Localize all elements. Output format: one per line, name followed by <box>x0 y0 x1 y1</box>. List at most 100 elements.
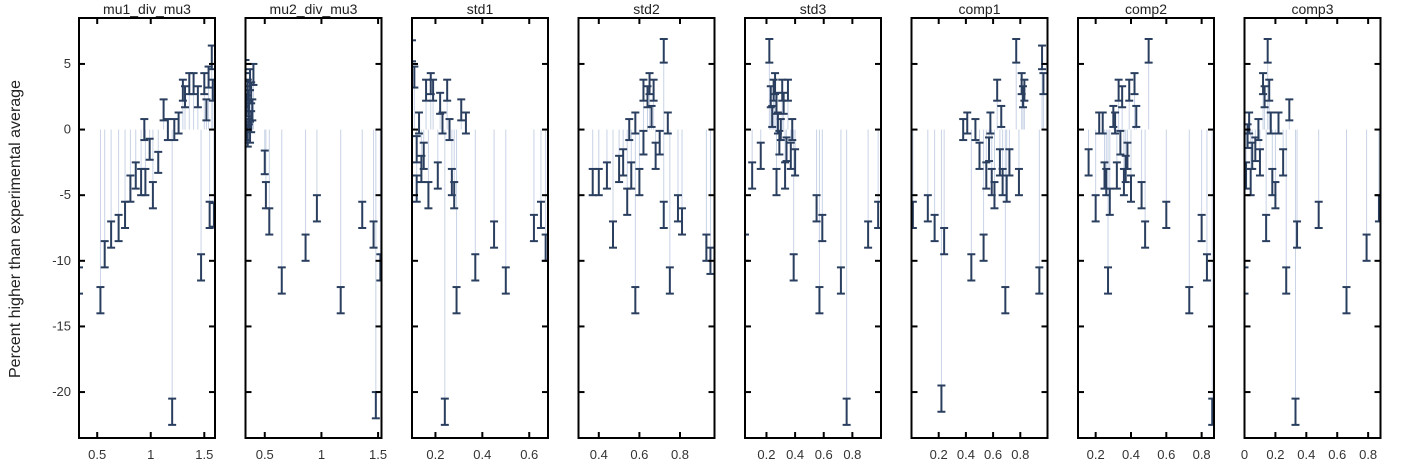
panel-title: mu1_div_mu3 <box>103 1 191 17</box>
panel-frame <box>910 17 1049 439</box>
error-bar <box>141 167 150 197</box>
x-tick-label: 1 <box>318 447 325 462</box>
error-bar <box>651 141 660 170</box>
error-bar <box>1038 44 1047 71</box>
error-bar <box>126 174 135 203</box>
error-bar <box>930 213 939 243</box>
error-bar <box>163 118 172 142</box>
error-bar <box>114 213 123 243</box>
x-tick-label: 0.8 <box>843 447 861 462</box>
error-bar <box>815 286 824 315</box>
error-bar <box>940 227 949 256</box>
error-bar <box>923 194 932 223</box>
error-bar <box>783 78 792 102</box>
error-bar <box>1123 141 1132 170</box>
error-bar <box>1254 118 1263 142</box>
panel-mu1-div-mu3: mu1_div_mu3 5 0 -5 -10 -15 -20 0.5 1 1.5 <box>52 1 216 462</box>
y-tick-label: -10 <box>52 253 71 268</box>
x-tick-label: 1.5 <box>369 447 387 462</box>
error-bar <box>154 150 163 174</box>
error-bar <box>619 148 628 177</box>
error-bar <box>756 141 765 170</box>
error-bar <box>1111 111 1120 135</box>
error-bar <box>631 111 640 135</box>
error-bar <box>1259 72 1268 96</box>
x-tick-label: 0.2 <box>1087 447 1105 462</box>
error-bar <box>529 213 538 243</box>
error-bar <box>100 240 109 269</box>
error-bar <box>1035 266 1044 295</box>
error-bar <box>1266 111 1275 135</box>
error-bar <box>200 72 209 96</box>
x-tick-label: 0 <box>1241 447 1248 462</box>
error-bars <box>412 39 548 426</box>
error-bar <box>786 141 795 170</box>
error-bar <box>776 118 785 142</box>
panel-frame <box>411 17 549 439</box>
error-bar <box>205 200 214 229</box>
x-tick-label: 0.4 <box>590 447 608 462</box>
error-bar <box>937 384 946 413</box>
error-bar <box>772 167 781 197</box>
error-bar <box>1132 104 1141 128</box>
panel-title: mu2_div_mu3 <box>270 1 358 17</box>
x-tick-label: 0.6 <box>1328 447 1346 462</box>
error-bar <box>1014 167 1023 197</box>
error-bar <box>639 78 648 102</box>
error-bar <box>788 118 797 142</box>
error-bar <box>312 194 321 223</box>
x-tick-label: 0.5 <box>88 447 106 462</box>
error-bar <box>1282 266 1291 295</box>
error-bar <box>778 78 787 102</box>
error-bar <box>1109 104 1118 128</box>
panel-frame <box>1077 17 1215 439</box>
panel-frame <box>577 17 716 439</box>
error-bar <box>1144 38 1153 64</box>
error-bar <box>189 72 198 96</box>
error-bar <box>1012 38 1021 64</box>
error-bar <box>1112 161 1121 190</box>
panel-title: comp2 <box>1125 1 1167 17</box>
error-bar <box>1100 161 1109 190</box>
error-bar <box>594 167 603 197</box>
error-bars <box>79 44 215 426</box>
x-tick-label: 0.2 <box>1266 447 1284 462</box>
error-bar <box>765 38 774 64</box>
x-tick-label: 0.6 <box>520 447 538 462</box>
error-bar <box>107 220 116 249</box>
error-bar <box>412 135 421 164</box>
error-bar <box>424 181 433 210</box>
error-bar <box>248 98 257 122</box>
error-bar <box>609 220 618 249</box>
error-bar <box>79 266 83 295</box>
error-bars <box>245 59 382 420</box>
error-bar <box>1202 253 1211 282</box>
error-bar <box>1091 194 1100 223</box>
error-bar <box>197 253 206 282</box>
error-bar <box>647 104 656 128</box>
x-tick-label: 0.6 <box>1157 447 1175 462</box>
x-tick-label: 0.2 <box>930 447 948 462</box>
error-bar <box>490 220 499 249</box>
error-bar <box>277 266 286 295</box>
error-bar <box>202 98 211 122</box>
error-bar <box>967 253 976 282</box>
error-bar <box>181 85 190 109</box>
x-tick-label: 1.5 <box>195 447 213 462</box>
x-tick-label: 0.6 <box>984 447 1002 462</box>
error-bar <box>623 187 632 216</box>
error-bar <box>982 161 991 190</box>
x-tick-label: 0.6 <box>630 447 648 462</box>
error-bar <box>1260 85 1269 109</box>
error-bar <box>990 181 999 210</box>
error-bar <box>655 129 664 156</box>
error-bar <box>818 213 827 243</box>
error-bar <box>301 233 310 262</box>
error-bar <box>419 141 428 170</box>
error-bar <box>438 111 447 135</box>
error-bar <box>1185 286 1194 315</box>
stems <box>912 50 1044 399</box>
error-bar <box>836 266 845 295</box>
error-bar <box>1314 200 1323 229</box>
